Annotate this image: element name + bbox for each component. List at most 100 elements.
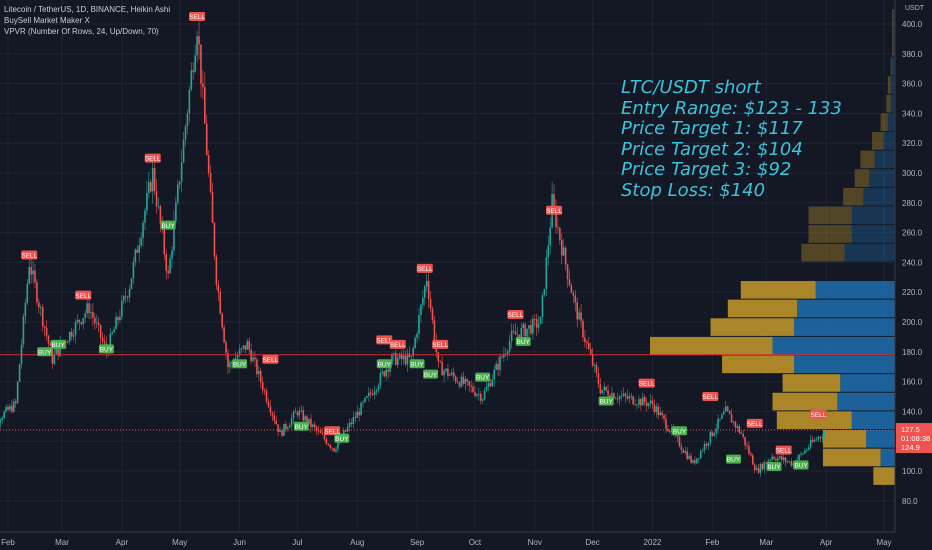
candle-body bbox=[402, 355, 405, 360]
volume-bar-down bbox=[887, 76, 891, 94]
volume-bar-up bbox=[874, 150, 895, 169]
candle-body bbox=[319, 430, 322, 434]
x-axis[interactable]: Feb Mar Apr May Jun Jul Aug Sep Oct Nov Dec 2022 Feb… bbox=[0, 531, 895, 547]
volume-bar-down bbox=[808, 206, 852, 225]
candle-body bbox=[12, 401, 15, 412]
candle-body bbox=[468, 381, 470, 386]
candle-body bbox=[41, 307, 44, 327]
candle-body bbox=[99, 324, 102, 338]
trade-annotation[interactable]: LTC/USDT short Entry Range: $123 - 133 P… bbox=[621, 77, 842, 201]
signal-label: BUY bbox=[424, 372, 438, 379]
candle-body bbox=[663, 415, 665, 419]
candle-body bbox=[115, 317, 117, 330]
sell-signal: SELL bbox=[144, 153, 161, 163]
candle-body bbox=[76, 319, 79, 323]
candle-body bbox=[184, 126, 187, 140]
candle-body bbox=[777, 458, 779, 461]
signal-badge bbox=[546, 205, 563, 215]
candle-body bbox=[709, 431, 712, 443]
sell-signal: SELL bbox=[546, 205, 563, 215]
x-tick-label: Feb bbox=[705, 538, 719, 547]
candle-body bbox=[688, 455, 690, 459]
x-tick-label: May bbox=[876, 538, 891, 547]
y-axis[interactable]: 80.0100.0120.0140.0160.0180.0200.0220.02… bbox=[894, 0, 932, 550]
candle-body bbox=[22, 316, 25, 345]
candle-body bbox=[798, 454, 800, 460]
candle-body bbox=[678, 436, 681, 447]
candle-body bbox=[302, 410, 305, 421]
y-tick-label: 220.0 bbox=[902, 288, 923, 297]
candle-body bbox=[603, 386, 606, 391]
volume-bar-down bbox=[710, 318, 795, 336]
candle-body bbox=[68, 331, 71, 342]
candle-body bbox=[3, 411, 5, 419]
y-tick-label: 180.0 bbox=[902, 348, 923, 357]
y-axis-bg bbox=[895, 0, 932, 550]
annotation-line-4: Price Target 2: $104 bbox=[621, 138, 803, 160]
candle-body bbox=[510, 330, 513, 342]
candle-body bbox=[221, 313, 223, 328]
candle-body bbox=[408, 353, 411, 357]
x-tick-label: Mar bbox=[759, 538, 773, 547]
candle-body bbox=[30, 267, 32, 275]
candle-body bbox=[317, 430, 320, 432]
candle-body bbox=[728, 410, 731, 415]
symbol-title[interactable]: Litecoin / TetherUS, 1D, BINANCE, Heikin… bbox=[4, 5, 171, 14]
volume-bar-down bbox=[808, 225, 852, 243]
x-tick-label: Mar bbox=[55, 538, 69, 547]
volume-bar-up bbox=[844, 243, 895, 262]
buy-sell-signals: BUYSELLBUYBUYSELLBUYSELLBUYSELLBUYSELLBU… bbox=[21, 12, 827, 471]
candle-body bbox=[441, 362, 443, 376]
candle-body bbox=[138, 245, 141, 253]
candle-body bbox=[111, 332, 113, 334]
buy-signal: BUY bbox=[409, 359, 425, 368]
candle-body bbox=[726, 406, 729, 411]
candle-body bbox=[47, 335, 50, 344]
signal-label: SELL bbox=[810, 412, 826, 419]
candle-body bbox=[240, 347, 243, 350]
candle-body bbox=[211, 191, 214, 224]
candle-body bbox=[744, 436, 746, 446]
candle-body bbox=[815, 439, 818, 441]
sell-signal: SELL bbox=[416, 263, 433, 273]
signal-badge bbox=[160, 220, 176, 230]
annotation-line-6: Stop Loss: $140 bbox=[621, 179, 766, 201]
candle-body bbox=[325, 439, 328, 444]
candle-body bbox=[358, 411, 360, 416]
candle-body bbox=[697, 458, 700, 459]
candle-body bbox=[18, 364, 21, 382]
candle-body bbox=[761, 463, 764, 470]
candle-body bbox=[190, 70, 193, 90]
candle-body bbox=[422, 297, 424, 306]
candle-body bbox=[464, 379, 467, 384]
candle-body bbox=[163, 229, 166, 255]
candle-body bbox=[478, 393, 480, 395]
last-price-value: 127.5 bbox=[901, 425, 920, 434]
candle-body bbox=[813, 439, 816, 442]
candle-body bbox=[713, 433, 716, 436]
volume-bar-up bbox=[815, 281, 895, 299]
candle-body bbox=[28, 267, 31, 284]
candle-body bbox=[348, 422, 351, 428]
candle-body bbox=[591, 353, 594, 366]
candle-body bbox=[589, 349, 592, 354]
signal-label: SELL bbox=[702, 394, 718, 401]
sell-signal: SELL bbox=[810, 409, 827, 419]
indicator-vpvr[interactable]: VPVR (Number Of Rows, 24, Up/Down, 70) bbox=[4, 27, 159, 36]
signal-badge bbox=[376, 359, 392, 369]
volume-bar-up bbox=[863, 187, 895, 206]
candle-body bbox=[304, 416, 306, 421]
candle-body bbox=[514, 331, 517, 335]
candle-body bbox=[207, 155, 210, 174]
signal-badge bbox=[189, 12, 206, 22]
candle-body bbox=[236, 355, 239, 359]
candle-body bbox=[597, 373, 600, 385]
candle-body bbox=[696, 458, 698, 464]
indicator-buysell[interactable]: BuySell Market Maker X bbox=[4, 16, 90, 25]
candle-body bbox=[811, 439, 814, 442]
y-tick-label: 200.0 bbox=[902, 318, 923, 327]
candle-body bbox=[194, 55, 196, 72]
candle-body bbox=[205, 123, 208, 156]
candle-body bbox=[553, 194, 555, 207]
